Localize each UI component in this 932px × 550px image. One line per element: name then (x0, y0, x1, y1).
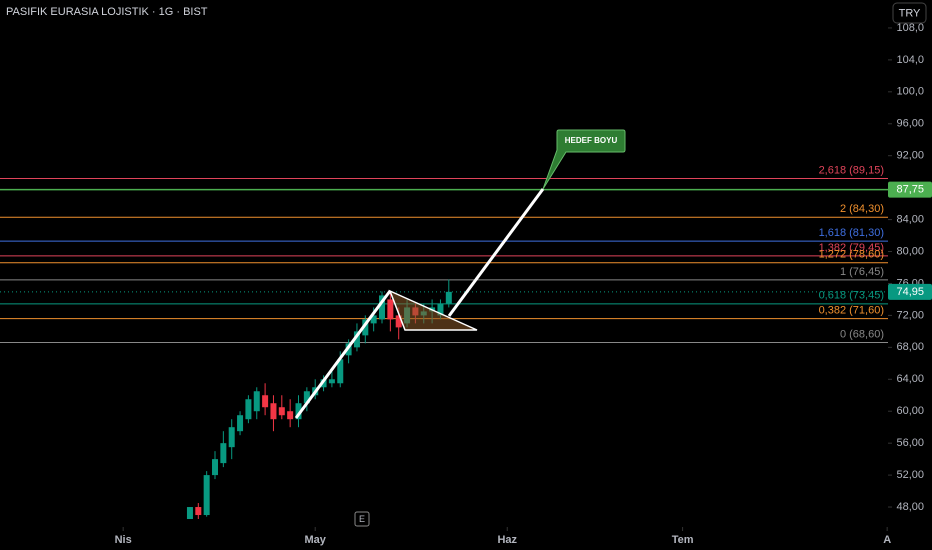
target-line (447, 188, 545, 317)
fib-label: 2,618 (89,15) (819, 164, 884, 176)
trend-line (294, 290, 392, 419)
candle-body (370, 315, 377, 324)
price-label: 74,95 (896, 286, 924, 298)
candle-body (379, 295, 386, 320)
candle-body (437, 303, 444, 316)
fib-label: 0,618 (73,45) (819, 290, 884, 302)
currency-button-frame[interactable] (892, 2, 927, 24)
fib-label: 0 (68,60) (840, 328, 884, 340)
candle-body (353, 331, 360, 348)
candle-body (337, 359, 344, 384)
candle-body (328, 379, 335, 384)
candle-body (212, 459, 219, 476)
candle-body (195, 507, 202, 516)
y-tick-label: 84,00 (896, 213, 924, 225)
y-tick-label: 60,00 (896, 405, 924, 417)
candle-body (270, 403, 277, 420)
y-tick-label: 68,00 (896, 341, 924, 353)
triangle (388, 289, 478, 331)
x-tick-label: Nis (115, 534, 132, 546)
candle-body (245, 399, 252, 420)
candle-body (295, 403, 302, 420)
candle-body (303, 391, 310, 404)
candle-body (387, 299, 394, 320)
event-marker[interactable]: E (359, 514, 365, 524)
y-tick-label: 48,00 (896, 501, 924, 513)
fib-label: 1,618 (81,30) (819, 227, 884, 239)
candle-body (228, 427, 235, 448)
candle-body (395, 315, 402, 328)
fib-label: 0,382 (71,60) (819, 305, 884, 317)
candle-body (253, 391, 260, 412)
y-tick-label: 96,00 (896, 118, 924, 130)
chart-title: PASIFIK EURASIA LOJISTIK · 1G · BIST (6, 6, 208, 18)
candle-body (278, 407, 285, 416)
candle-body (287, 411, 294, 420)
candle-body (186, 507, 193, 520)
y-tick-label: 72,00 (896, 309, 924, 321)
drawings: HEDEF BOYU (294, 129, 626, 419)
x-tick-label: A (883, 534, 891, 546)
candle-body (362, 319, 369, 336)
y-tick-label: 108,0 (896, 22, 924, 34)
y-tick-label: 64,00 (896, 373, 924, 385)
currency-button[interactable]: TRY (899, 7, 921, 19)
fib-label: 1,382 (79,45) (819, 242, 884, 254)
y-tick-label: 52,00 (896, 469, 924, 481)
y-tick-label: 104,0 (896, 54, 924, 66)
price-label-box (888, 283, 932, 300)
candle-body (237, 415, 244, 432)
y-tick-label: 100,0 (896, 86, 924, 98)
candle-body (220, 443, 227, 464)
fib-label: 1,272 (78,60) (819, 249, 884, 261)
callout-text: HEDEF BOYU (565, 136, 618, 145)
candle-body (203, 475, 210, 516)
x-tick-label: Haz (497, 534, 517, 546)
price-label: 87,75 (896, 184, 924, 196)
event-marker-frame[interactable] (354, 511, 370, 527)
fib-label: 2 (84,30) (840, 203, 884, 215)
price-label-box (888, 181, 932, 198)
candle-body (262, 395, 269, 408)
y-tick-label: 56,00 (896, 437, 924, 449)
y-tick-label: 80,00 (896, 245, 924, 257)
fib-label: 1 (76,45) (840, 266, 884, 278)
x-tick-label: Tem (672, 534, 694, 546)
candle-body (445, 291, 452, 304)
x-tick-label: May (305, 534, 327, 546)
y-tick-label: 92,00 (896, 150, 924, 162)
callout (542, 129, 626, 190)
